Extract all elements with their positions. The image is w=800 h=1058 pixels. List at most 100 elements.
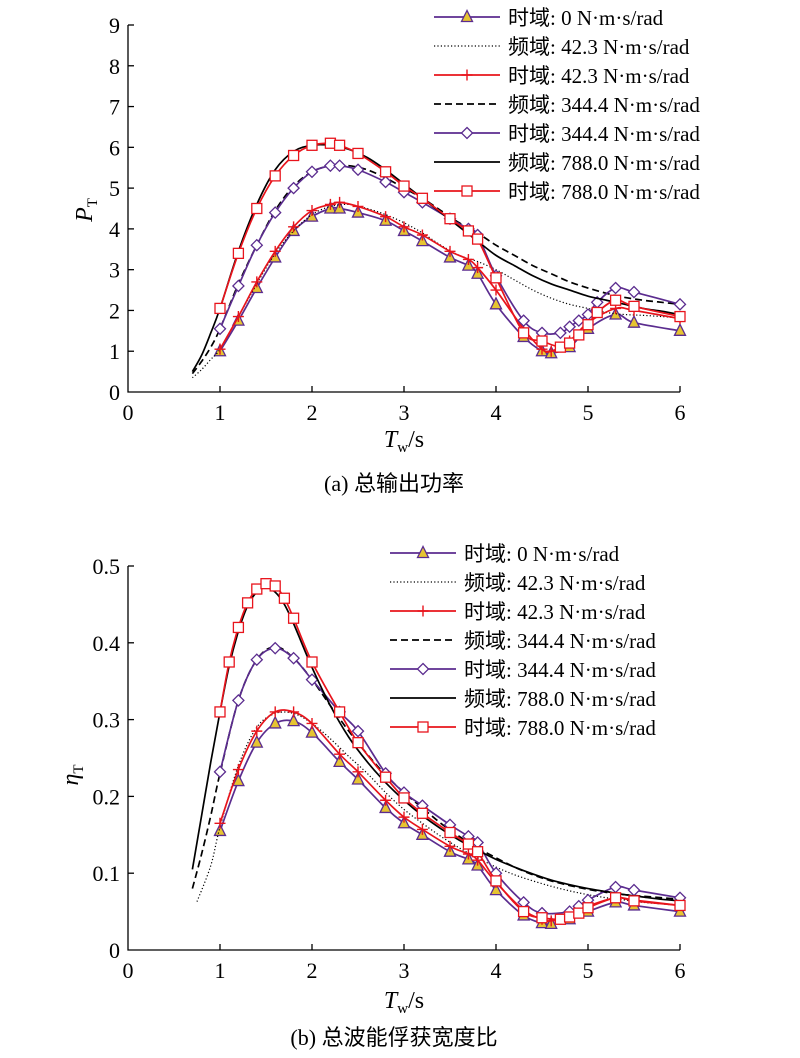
data-point: [232, 764, 244, 776]
data-point: [214, 817, 226, 829]
data-point: [305, 724, 319, 738]
data-point: [628, 895, 640, 907]
figure-caption: (a) 总输出功率: [324, 471, 464, 496]
data-point: [379, 799, 393, 814]
series-4: [191, 645, 681, 901]
data-point: [333, 159, 347, 173]
legend-label: 时域: 344.4 N·m·s/rad: [508, 122, 700, 146]
data-point: [213, 823, 227, 837]
data-point: [305, 673, 319, 687]
data-point: [379, 166, 392, 178]
y-tick-label: 0.2: [93, 784, 121, 809]
data-point: [517, 327, 530, 339]
data-point: [609, 281, 623, 295]
y-axis-label: PT: [72, 198, 101, 223]
x-tick-label: 0: [123, 958, 134, 983]
data-point: [472, 262, 484, 274]
data-point: [334, 748, 346, 760]
legend-label: 时域: 42.3 N·m·s/rad: [464, 600, 646, 624]
data-point: [306, 717, 318, 729]
data-point: [241, 597, 254, 609]
x-tick-label: 6: [675, 400, 686, 425]
data-point: [214, 302, 226, 315]
data-point: [287, 651, 301, 665]
data-point: [674, 310, 686, 323]
legend-label: 频域: 344.4 N·m·s/rad: [464, 629, 656, 653]
data-point: [334, 196, 346, 208]
series-line: [219, 709, 681, 923]
x-tick-label: 3: [399, 958, 410, 983]
data-point: [380, 211, 392, 223]
legend-marker: [460, 126, 474, 140]
data-point: [268, 641, 282, 655]
y-tick-label: 5: [109, 176, 120, 201]
data-point: [251, 725, 263, 737]
x-tick-label: 5: [583, 958, 594, 983]
data-point: [416, 823, 428, 835]
x-axis-label: Tw/s: [384, 427, 424, 456]
x-tick-label: 5: [583, 400, 594, 425]
data-point: [398, 180, 410, 192]
data-point: [573, 329, 585, 341]
x-tick-label: 4: [491, 400, 502, 425]
data-point: [444, 840, 456, 852]
data-point: [572, 314, 586, 328]
data-point: [462, 253, 474, 265]
data-point: [251, 276, 263, 288]
data-point: [582, 319, 594, 331]
data-point: [554, 913, 567, 925]
series-line: [219, 206, 681, 355]
data-point: [517, 905, 530, 918]
data-point: [352, 147, 364, 160]
series-7: [214, 578, 686, 925]
data-point: [462, 838, 475, 850]
data-point: [268, 715, 282, 729]
series-6: [191, 143, 681, 373]
data-point: [324, 198, 336, 210]
y-tick-label: 6: [109, 135, 120, 160]
data-point: [444, 245, 456, 257]
legend-label: 时域: 42.3 N·m·s/rad: [508, 64, 690, 88]
data-point: [287, 149, 300, 162]
y-tick-label: 4: [109, 217, 120, 242]
y-tick-label: 8: [109, 54, 120, 79]
data-point: [232, 621, 245, 634]
series-2: [196, 711, 681, 907]
series-line: [191, 645, 681, 901]
legend-marker: [461, 69, 473, 81]
data-point: [351, 771, 365, 785]
data-point: [536, 912, 548, 924]
data-point: [324, 137, 337, 149]
data-point: [673, 297, 687, 311]
data-point: [674, 899, 686, 912]
legend-label: 时域: 788.0 N·m·s/rad: [464, 716, 656, 740]
y-tick-label: 1: [109, 339, 120, 364]
x-tick-label: 2: [307, 958, 318, 983]
data-point: [444, 826, 456, 839]
data-point: [609, 294, 622, 306]
data-point: [627, 883, 641, 897]
x-tick-label: 6: [675, 958, 686, 983]
data-point: [250, 238, 264, 252]
legend-marker: [460, 9, 474, 23]
data-point: [231, 279, 245, 293]
x-axis-label: Tw/s: [384, 988, 424, 1017]
data-point: [269, 170, 281, 182]
data-point: [231, 693, 245, 707]
y-tick-label: 0: [109, 938, 120, 963]
legend-label: 时域: 0 N·m·s/rad: [464, 542, 620, 566]
data-point: [305, 165, 319, 179]
chart-panel-2: 0 1 2 3 4 5 6 0 0.1 0.2 0.3 0.4 0.5 ηT Tw/s (b) 总波能俘获宽度…: [58, 542, 687, 1050]
data-point: [628, 300, 640, 313]
data-point: [553, 326, 567, 340]
y-tick-label: 0.3: [93, 708, 121, 733]
data-point: [213, 322, 227, 336]
data-point: [582, 902, 594, 914]
data-point: [398, 221, 410, 233]
legend-marker: [417, 721, 429, 733]
data-point: [250, 734, 264, 748]
y-tick-label: 0: [109, 380, 120, 405]
data-point: [380, 794, 392, 806]
data-point: [251, 583, 263, 595]
y-tick-label: 3: [109, 258, 120, 283]
